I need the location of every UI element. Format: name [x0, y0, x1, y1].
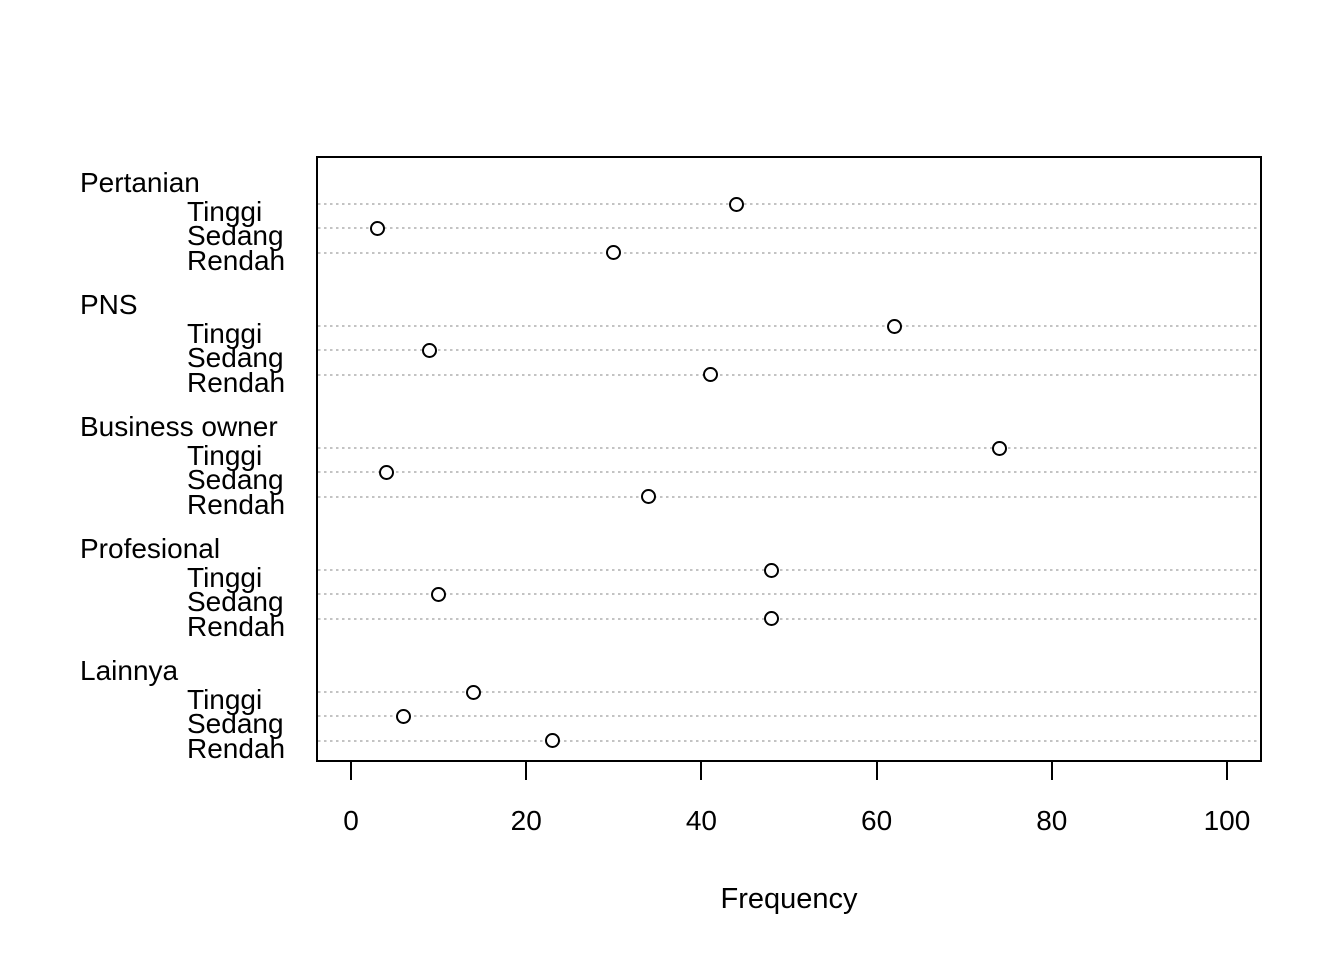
gridline — [318, 617, 1260, 620]
gridline — [318, 739, 1260, 742]
item-label: Sedang — [187, 708, 284, 740]
x-tick-label: 40 — [685, 805, 717, 836]
item-label: Rendah — [187, 610, 286, 642]
data-point — [763, 562, 779, 578]
item-label: Rendah — [187, 488, 286, 520]
item-label: Tinggi — [187, 562, 263, 593]
gridline — [318, 715, 1260, 718]
x-tick-label: 0 — [343, 805, 359, 836]
data-point — [396, 708, 412, 724]
data-point — [545, 733, 560, 749]
gridline — [318, 593, 1260, 596]
item-label: Rendah — [187, 244, 286, 276]
gridline — [318, 471, 1260, 474]
data-point — [702, 367, 718, 383]
x-tick-mark — [1225, 762, 1228, 780]
data-point — [466, 684, 482, 700]
item-label: Sedang — [187, 586, 284, 618]
group-label: Profesional — [80, 533, 221, 564]
item-label: Rendah — [187, 366, 286, 398]
gridline — [318, 495, 1260, 498]
item-label: Tinggi — [187, 684, 263, 715]
data-point — [431, 586, 447, 602]
gridline — [318, 373, 1260, 376]
x-tick-mark — [350, 762, 353, 780]
data-point — [728, 196, 744, 212]
data-point — [369, 220, 385, 236]
gridline — [318, 203, 1260, 205]
data-point — [763, 611, 779, 627]
item-label: Sedang — [187, 464, 284, 496]
data-point — [641, 489, 657, 505]
x-tick-label: 100 — [1203, 805, 1251, 836]
item-label: Tinggi — [187, 318, 263, 349]
x-tick-mark — [700, 762, 703, 780]
x-tick-mark — [1050, 762, 1053, 780]
gridline — [318, 349, 1260, 352]
gridline — [318, 227, 1260, 230]
gridline — [318, 325, 1260, 327]
item-label: Sedang — [187, 342, 284, 374]
group-label: PNS — [80, 289, 138, 320]
item-label: Sedang — [187, 220, 284, 252]
item-label: Tinggi — [187, 440, 263, 471]
data-point — [991, 440, 1007, 456]
x-tick-label: 80 — [1036, 805, 1068, 836]
x-axis-title: Frequency — [720, 883, 858, 915]
group-label: Business owner — [80, 411, 278, 442]
plot-area — [316, 156, 1262, 762]
item-label: Tinggi — [187, 196, 263, 227]
data-point — [606, 245, 622, 261]
x-tick-mark — [875, 762, 878, 780]
group-label: Lainnya — [80, 655, 179, 686]
x-tick-label: 20 — [510, 805, 542, 836]
data-point — [422, 342, 438, 358]
gridline — [318, 251, 1260, 254]
gridline — [318, 691, 1260, 693]
data-point — [886, 318, 902, 334]
gridline — [318, 447, 1260, 449]
group-label: Pertanian — [80, 167, 200, 198]
gridline — [318, 569, 1260, 571]
x-tick-label: 60 — [861, 805, 893, 836]
item-label: Rendah — [187, 732, 286, 764]
data-point — [378, 464, 394, 480]
x-tick-mark — [525, 762, 528, 780]
